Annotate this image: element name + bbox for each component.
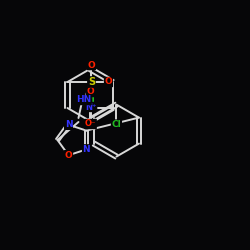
Text: HN: HN	[76, 96, 91, 104]
Text: N: N	[82, 145, 90, 154]
Text: O: O	[104, 78, 112, 86]
Text: S: S	[88, 77, 95, 87]
Text: O⁻: O⁻	[85, 120, 96, 128]
Text: O: O	[65, 151, 72, 160]
Text: N: N	[65, 120, 72, 129]
Text: Cl: Cl	[112, 120, 121, 129]
Text: Cl: Cl	[85, 96, 95, 106]
Text: N⁺: N⁺	[85, 102, 96, 112]
Text: O: O	[88, 60, 95, 70]
Text: O: O	[87, 88, 94, 96]
